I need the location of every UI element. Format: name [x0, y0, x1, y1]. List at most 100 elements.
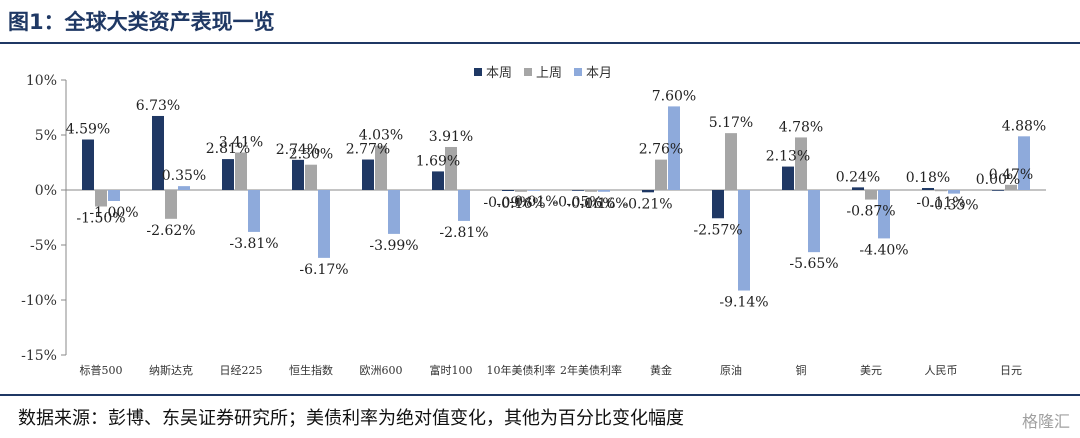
bar — [738, 190, 750, 291]
bar — [305, 164, 317, 190]
bar — [782, 166, 794, 190]
data-label: -6.17% — [299, 262, 348, 278]
bar — [458, 190, 470, 221]
legend-label: 本月 — [586, 66, 612, 81]
bar — [642, 190, 654, 193]
y-tick-label: -10% — [21, 293, 57, 309]
data-label: 2.76% — [639, 142, 683, 158]
bar — [152, 115, 164, 190]
bar — [318, 190, 330, 258]
category-label: 日经225 — [220, 364, 263, 377]
data-label: -2.62% — [146, 223, 195, 239]
data-label: -1.00% — [89, 205, 138, 221]
data-label: 3.91% — [429, 129, 473, 145]
bar — [178, 186, 190, 190]
data-label: 4.78% — [779, 119, 823, 135]
bar — [432, 171, 444, 190]
bar — [572, 190, 584, 191]
category-label: 人民币 — [925, 364, 958, 377]
bar — [82, 139, 94, 190]
y-tick-label: 5% — [35, 128, 57, 144]
bar — [865, 190, 877, 200]
bar-chart: 10% 5% 0% -5% -10% -15% 4.59% -1.50%-1.00% 6.73… — [21, 66, 1046, 377]
data-label: 0.24% — [836, 169, 880, 185]
category-label: 黄金 — [650, 363, 672, 377]
data-label: 2.30% — [289, 147, 333, 163]
bar — [292, 159, 304, 190]
data-label: 2.77% — [346, 142, 390, 158]
category-label: 恒生指数 — [289, 363, 333, 377]
data-label: 4.03% — [359, 128, 403, 144]
bar — [1005, 184, 1017, 190]
y-tick-label: 10% — [26, 73, 57, 89]
data-label: 2.74% — [276, 142, 320, 158]
data-label: -3.99% — [369, 238, 418, 254]
bar — [935, 190, 947, 192]
source-rule — [0, 394, 1080, 396]
bar — [528, 190, 540, 191]
data-label: -3.81% — [229, 236, 278, 252]
bar — [388, 190, 400, 234]
bar — [795, 137, 807, 190]
data-label: -0.01% — [509, 194, 558, 210]
bar — [362, 159, 374, 190]
bar — [108, 190, 120, 201]
data-label: 3.41% — [219, 134, 263, 150]
data-label: -9.14% — [719, 295, 768, 311]
legend-swatch — [524, 68, 532, 76]
data-label: -0.16% — [579, 196, 628, 212]
category-label: 纳斯达克 — [149, 364, 193, 377]
legend-label: 上周 — [536, 66, 562, 81]
category-label: 10年美债利率 — [487, 363, 556, 377]
data-label: 4.59% — [66, 122, 110, 138]
data-label: 7.60% — [652, 88, 696, 104]
bar — [165, 190, 177, 219]
data-label: 4.88% — [1002, 118, 1046, 134]
category-label: 美元 — [860, 364, 882, 377]
y-tick-label: -5% — [30, 238, 57, 254]
bar — [992, 190, 1004, 191]
bar — [725, 133, 737, 190]
bar — [502, 190, 514, 191]
figure-title: 图1：全球大类资产表现一览 — [8, 10, 275, 34]
data-label: -0.33% — [929, 198, 978, 214]
category-label: 标普500 — [80, 363, 123, 377]
bar — [808, 190, 820, 253]
data-label: 5.17% — [709, 115, 753, 131]
bar — [668, 106, 680, 190]
data-label: -2.57% — [693, 222, 742, 238]
data-label: -5.65% — [789, 256, 838, 272]
legend-swatch — [574, 68, 582, 76]
data-label: -0.09% — [483, 195, 532, 211]
data-label: 6.73% — [136, 98, 180, 114]
bar — [248, 190, 260, 232]
bar — [852, 187, 864, 190]
category-label: 2年美债利率 — [560, 363, 622, 377]
bar — [655, 159, 667, 190]
data-label: -0.16% — [496, 196, 545, 212]
data-label: -0.11% — [916, 195, 965, 211]
data-label: -0.16% — [566, 196, 615, 212]
category-label: 日元 — [1000, 364, 1022, 377]
bar — [585, 190, 597, 192]
data-label: 1.69% — [416, 153, 460, 169]
data-label: 0.00% — [976, 172, 1020, 188]
bar — [948, 190, 960, 194]
watermark-logo: 格隆汇 — [1021, 412, 1070, 431]
title-rule — [0, 42, 1080, 44]
bar — [598, 190, 610, 192]
data-label: 2.13% — [766, 149, 810, 165]
bar — [445, 146, 457, 190]
bar — [95, 190, 107, 207]
bar — [375, 145, 387, 190]
data-label: -0.05% — [553, 195, 602, 211]
bar — [922, 188, 934, 190]
data-label: -0.21% — [623, 196, 672, 212]
y-tick-label: -15% — [21, 348, 57, 364]
data-label: 0.47% — [989, 167, 1033, 183]
legend-swatch — [474, 68, 482, 76]
bar — [878, 190, 890, 239]
data-label: -4.40% — [859, 242, 908, 258]
bar — [712, 190, 724, 219]
data-label: -2.81% — [439, 225, 488, 241]
